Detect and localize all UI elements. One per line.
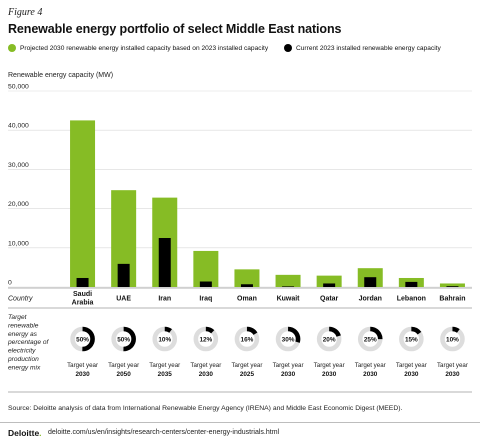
- bar-current: [446, 286, 459, 287]
- target-year-prefix: Target year: [355, 362, 386, 369]
- target-ring-fill: [234, 326, 260, 352]
- bar-projected: [70, 120, 96, 288]
- bar-projected: [439, 283, 465, 287]
- figure-label: Figure 4: [8, 7, 43, 18]
- target-ring-fill: [111, 326, 136, 352]
- source-note: Source: Deloitte analysis of data from I…: [8, 405, 403, 412]
- target-year: 2030: [445, 371, 460, 378]
- target-year: 2025: [240, 371, 255, 378]
- bar-current: [117, 263, 130, 287]
- target-ring-fill: [357, 326, 383, 352]
- legend-swatch-current: [284, 44, 292, 52]
- target-year: 2030: [281, 371, 296, 378]
- y-tick-label: 40,000: [8, 123, 29, 130]
- target-year-prefix: Target year: [231, 362, 262, 369]
- bar-current: [405, 281, 418, 287]
- footer: Deloitte. deloitte.com/us/en/insights/re…: [0, 422, 480, 446]
- target-year-prefix: Target year: [396, 362, 427, 369]
- y-tick-label: 30,000: [8, 162, 29, 169]
- bar-current: [323, 283, 336, 287]
- country-label: Saudi: [73, 291, 92, 298]
- target-year: 2035: [158, 371, 173, 378]
- target-ring-fill: [440, 326, 465, 352]
- target-ring-fill: [152, 326, 178, 352]
- target-year: 2030: [404, 371, 419, 378]
- country-label: Bahrain: [439, 296, 465, 303]
- bar-projected: [234, 269, 260, 287]
- legend-item-projected: Projected 2030 renewable energy installe…: [8, 44, 268, 52]
- legend: Projected 2030 renewable energy installe…: [8, 44, 478, 56]
- bar-current: [158, 238, 171, 287]
- bar-projected: [193, 250, 219, 287]
- country-row-label: Country: [8, 296, 33, 303]
- y-tick-label: 0: [8, 280, 12, 287]
- target-percent-label: 50%: [76, 336, 89, 343]
- target-year: 2030: [75, 371, 90, 378]
- target-year-prefix: Target year: [67, 362, 98, 369]
- target-year-prefix: Target year: [314, 362, 345, 369]
- target-ring-fill: [193, 326, 219, 352]
- country-label: Oman: [237, 296, 257, 303]
- target-percent-label: 50%: [117, 336, 130, 343]
- target-year: 2030: [363, 371, 378, 378]
- target-year-prefix: Target year: [437, 362, 468, 369]
- bar-current: [364, 277, 377, 287]
- country-label: Jordan: [359, 296, 382, 303]
- legend-item-current: Current 2023 installed renewable energy …: [284, 44, 441, 52]
- brand-dot: .: [39, 428, 42, 438]
- country-label: Arabia: [72, 300, 94, 307]
- deloitte-logo: Deloitte.: [8, 428, 42, 438]
- bar-projected: [275, 274, 301, 287]
- chart-title: Renewable energy portfolio of select Mid…: [8, 22, 342, 36]
- country-label: Kuwait: [277, 296, 301, 303]
- target-year: 2030: [199, 371, 214, 378]
- bar-current: [76, 277, 89, 287]
- target-percent-label: 10%: [158, 336, 171, 343]
- target-year-prefix: Target year: [149, 362, 180, 369]
- target-percent-label: 15%: [405, 336, 418, 343]
- country-label: UAE: [116, 296, 131, 303]
- y-tick-label: 50,000: [8, 84, 29, 91]
- y-tick-label: 20,000: [8, 201, 29, 208]
- target-row-label: electricity: [8, 348, 36, 355]
- bar-current: [240, 284, 253, 287]
- bar-projected: [316, 275, 342, 287]
- target-ring-fill: [316, 326, 342, 352]
- target-row-label: Target: [8, 314, 28, 321]
- legend-label-projected: Projected 2030 renewable energy installe…: [20, 44, 269, 52]
- y-axis-label: Renewable energy capacity (MW): [8, 72, 114, 79]
- target-row-label: renewable: [8, 322, 39, 329]
- country-label: Iran: [158, 296, 171, 303]
- target-percent-label: 12%: [199, 336, 212, 343]
- brand-name: Deloitte: [8, 428, 40, 438]
- target-percent-label: 20%: [323, 336, 336, 343]
- target-row-label: production: [7, 356, 39, 363]
- target-percent-label: 10%: [446, 336, 459, 343]
- target-row-label: percentage of: [7, 339, 49, 346]
- target-ring-fill: [70, 326, 95, 352]
- target-percent-label: 16%: [241, 336, 254, 343]
- target-year-prefix: Target year: [190, 362, 221, 369]
- country-label: Lebanon: [397, 296, 426, 303]
- target-row-label: energy mix: [8, 364, 41, 371]
- target-percent-label: 25%: [364, 336, 377, 343]
- target-ring-fill: [399, 326, 424, 352]
- target-year: 2030: [322, 371, 337, 378]
- target-year-prefix: Target year: [108, 362, 139, 369]
- legend-label-current: Current 2023 installed renewable energy …: [296, 44, 441, 52]
- target-year-prefix: Target year: [273, 362, 304, 369]
- bar-current: [199, 281, 212, 287]
- footer-url[interactable]: deloitte.com/us/en/insights/research-cen…: [48, 429, 280, 436]
- country-label: Qatar: [320, 296, 339, 303]
- legend-swatch-projected: [8, 44, 16, 52]
- target-percent-label: 30%: [282, 336, 295, 343]
- target-row-label: energy as: [8, 331, 38, 338]
- country-label: Iraq: [199, 296, 212, 303]
- chart-area: 0 10,000 20,000 30,000 40,000 50,000 Country Sa…: [7, 84, 472, 393]
- y-tick-label: 10,000: [8, 240, 29, 247]
- target-year: 2050: [117, 371, 132, 378]
- target-ring-fill: [275, 326, 301, 352]
- bar-current: [282, 286, 295, 287]
